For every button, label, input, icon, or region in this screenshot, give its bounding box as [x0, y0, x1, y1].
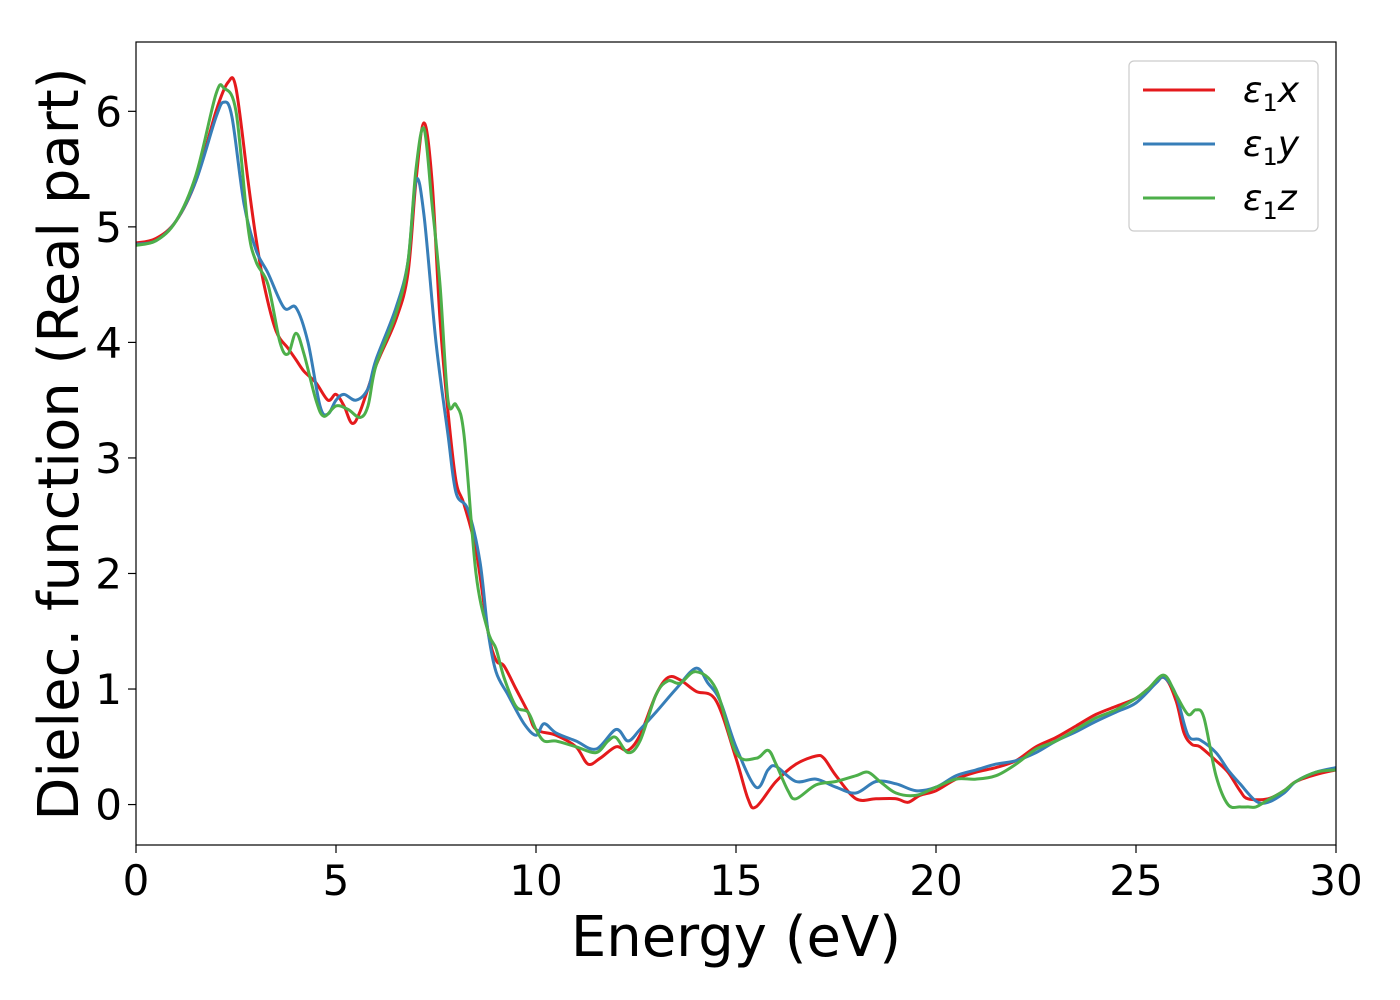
legend-label-x: ε1x	[1243, 70, 1300, 117]
x-axis-title: Energy (eV)	[571, 905, 901, 970]
y-tick-label: 4	[95, 318, 122, 367]
plot-lines	[136, 76, 1336, 810]
x-tick-label: 5	[323, 856, 350, 905]
legend: ε1x ε1y ε1z	[1128, 60, 1319, 232]
x-tick-label: 30	[1309, 856, 1362, 905]
plot-frame	[135, 41, 1337, 846]
x-tick-label: 0	[123, 856, 150, 905]
x-tick-label: 15	[709, 856, 762, 905]
y-tick-label: 3	[95, 434, 122, 483]
series-line-z	[136, 83, 1336, 810]
y-tick-label: 2	[95, 549, 122, 598]
x-axis-ticks: 0 5 10 15 20 25 30	[123, 845, 1363, 905]
legend-label-z: ε1z	[1243, 178, 1298, 225]
y-axis-ticks: 0 1 2 3 4 5 6	[95, 87, 136, 830]
y-tick-label: 1	[95, 665, 122, 714]
y-tick-label: 6	[95, 87, 122, 136]
legend-label-y: ε1y	[1243, 124, 1300, 171]
legend-box	[1128, 60, 1319, 232]
series-line-y	[136, 100, 1336, 805]
y-tick-label: 5	[95, 203, 122, 252]
x-tick-label: 25	[1109, 856, 1162, 905]
y-tick-label: 0	[95, 781, 122, 830]
x-tick-label: 10	[509, 856, 562, 905]
y-axis-title: Dielec. function (Real part)	[27, 67, 92, 820]
x-tick-label: 20	[909, 856, 962, 905]
